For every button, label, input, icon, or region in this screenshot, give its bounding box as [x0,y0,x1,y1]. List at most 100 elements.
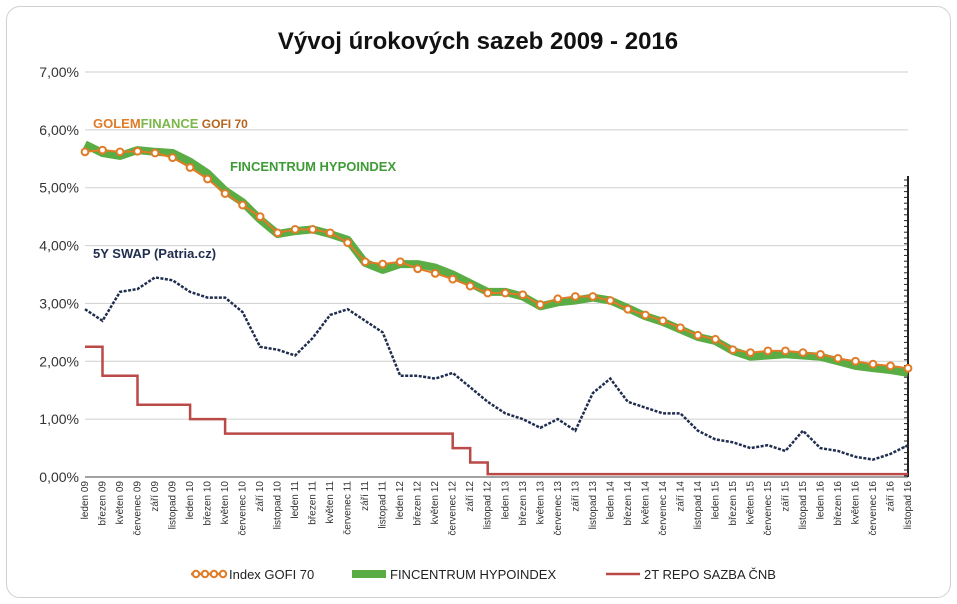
series-gofi-point [588,292,598,301]
series-gofi-point [658,316,668,326]
x-tick-label: leden 13 [500,481,511,520]
series-gofi-point [851,356,860,366]
x-tick-label: listopad 09 [168,481,179,530]
x-tick-label: květen 12 [430,481,441,525]
series-gofi-point [710,334,720,344]
legend-item: Index GOFI 70 [191,567,314,582]
series-gofi-point [378,259,388,269]
series-gofi-point [430,268,440,278]
chart-title: Vývoj úrokových sazeb 2009 - 2016 [278,28,678,55]
y-tick-label: 2,00% [39,353,79,369]
x-tick-label: září 11 [360,481,371,511]
y-axis: 0,00% 1,00% 2,00% 3,00% 4,00% 5,00% 6,00% 7,00% [39,64,909,485]
x-tick-label: březen 14 [623,481,634,526]
legend-swatch-dot [218,569,228,579]
x-tick-label: červenec 14 [658,481,669,536]
series-gofi-point [325,228,335,238]
x-tick-label: září 16 [885,481,896,512]
series-gofi-point [360,257,370,267]
legend-label: 2T REPO SAZBA ČNB [644,567,776,582]
x-tick-label: červenec 15 [763,481,774,536]
series-gofi-point [903,363,913,373]
series-layer [80,140,913,476]
legend-item: 2T REPO SAZBA ČNB [606,567,776,582]
x-tick-label: květen 13 [535,481,546,525]
x-tick-label: listopad 14 [693,481,704,530]
series-swap-line [84,276,909,461]
legend-swatch-dot [209,569,219,579]
x-tick-label: květen 14 [640,481,651,525]
legend: Index GOFI 70 FINCENTRUM HYPOINDEX 2T REPO… [191,567,776,582]
y-tick-label: 7,00% [39,64,79,80]
series-gofi-point [535,300,545,309]
x-tick-label: březen 09 [98,481,109,526]
x-tick-label: červenec 09 [133,481,144,536]
x-tick-label: březen 13 [518,481,529,526]
series-gofi-point [150,148,160,158]
annotation-gofi-prefix: GOLEM [93,116,141,131]
annotations: GOLEMFINANCE GOFI 70 FINCENTRUM HYPOINDE… [93,116,396,261]
legend-item: FINCENTRUM HYPOINDEX [352,567,556,582]
series-gofi-point [203,174,212,184]
x-tick-label: květen 15 [745,481,756,525]
legend-label: Index GOFI 70 [229,567,314,582]
x-tick-label: leden 10 [185,481,196,520]
annotation-gofi-suffix: GOFI 70 [198,117,248,131]
series-gofi-point [746,348,755,358]
series-fincentrum-line [83,140,909,377]
x-axis: leden 09 březen 09 květen 09 červenec 09 zář… [80,481,914,536]
series-gofi-point [133,146,142,156]
series-gofi-point [238,200,247,210]
x-tick-label: září 13 [570,481,581,512]
annotation-gofi-brand: FINANCE [141,116,199,131]
x-tick-label: listopad 13 [588,481,599,530]
series-gofi-point [781,346,790,356]
series-gofi-point [693,330,703,340]
series-gofi-point [185,163,195,172]
x-tick-label: květen 10 [220,481,231,525]
series-gofi-point [500,288,510,298]
series-gofi-point [553,294,563,304]
x-tick-label: září 09 [150,481,161,512]
x-tick-label: červenec 16 [868,481,879,536]
x-tick-label: leden 12 [395,481,406,520]
series-gofi-point [448,274,458,284]
x-tick-label: březen 10 [203,481,214,526]
legend-swatch-dot [191,569,201,579]
x-tick-label: leden 16 [815,481,826,520]
series-gofi-point [273,228,283,238]
series-gofi-point [833,353,843,363]
x-tick-label: červenec 13 [553,481,564,536]
series-gofi-point [728,345,738,355]
legend-swatch-dot [200,569,210,579]
series-gofi-point [798,348,808,358]
x-tick-label: březen 11 [308,481,319,525]
x-tick-label: září 14 [675,481,686,512]
x-tick-label: leden 14 [605,481,616,520]
y-tick-label: 0,00% [39,469,79,485]
x-tick-label: červenec 10 [238,481,249,536]
annotation-gofi: GOLEMFINANCE GOFI 70 [93,116,248,131]
series-gofi-point [98,145,107,155]
series-gofi-point [483,288,493,298]
series-gofi-point [395,257,405,267]
x-tick-label: listopad 11 [378,481,389,529]
annotation-swap: 5Y SWAP (Patria.cz) [93,246,216,261]
chart-frame [6,6,951,598]
series-gofi-point [816,349,825,359]
y-tick-label: 1,00% [39,411,79,427]
x-tick-label: leden 11 [290,481,301,519]
series-gofi-point [115,147,125,157]
series-gofi-point [255,212,265,222]
series-gofi-point [220,189,230,198]
series-gofi-point [763,346,773,356]
series-gofi-point [168,153,177,163]
series-gofi-point [623,304,633,314]
x-tick-label: listopad 12 [483,481,494,530]
annotation-fincentrum: FINCENTRUM HYPOINDEX [230,159,396,174]
x-tick-label: leden 09 [80,481,91,520]
x-tick-label: březen 16 [833,481,844,526]
x-tick-label: květen 16 [850,481,861,525]
y-tick-label: 3,00% [39,295,79,311]
